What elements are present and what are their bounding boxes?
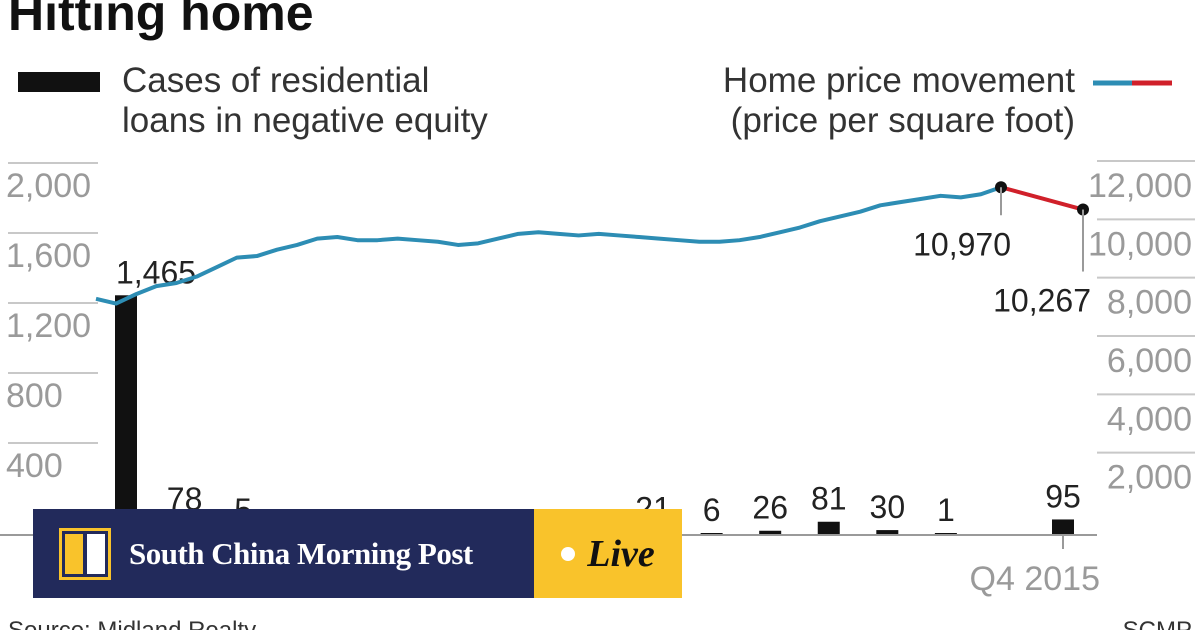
bar-label: 26 — [752, 490, 788, 526]
legend-bar-swatch — [18, 72, 100, 92]
left-tick-label: 800 — [6, 377, 63, 415]
legend-bars-line-2: loans in negative equity — [122, 101, 488, 140]
right-tick-label: 8,000 — [1107, 284, 1192, 322]
price-line: 10,970 10,267 — [95, 181, 1091, 319]
left-tick-label: 2,000 — [6, 167, 91, 205]
scmp-banner: South China Morning Post Live — [33, 509, 682, 598]
brand-name: South China Morning Post — [129, 535, 473, 571]
left-tick-label: 1,200 — [6, 307, 91, 345]
legend-bars-line-1: Cases of residential — [122, 61, 429, 100]
live-button[interactable]: Live — [534, 509, 682, 598]
x-tick-label: Q4 2015 — [970, 560, 1100, 598]
right-tick-label: 6,000 — [1107, 342, 1192, 380]
right-tick-label: 2,000 — [1107, 459, 1192, 497]
price-label: 10,267 — [993, 283, 1091, 319]
price-label: 10,970 — [913, 226, 1011, 262]
bar-label: 30 — [870, 489, 906, 525]
bar-label: 6 — [703, 492, 721, 528]
left-axis: 2,000 1,600 1,200 800 400 — [6, 167, 91, 485]
credit-note: SCMP — [1123, 617, 1192, 630]
live-dot-icon — [561, 546, 576, 561]
bar — [115, 295, 137, 535]
left-tick-label: 1,600 — [6, 237, 91, 275]
bar-label: 95 — [1045, 478, 1081, 514]
right-tick-label: 12,000 — [1088, 167, 1192, 205]
grid — [8, 160, 1195, 454]
left-tick-label: 400 — [6, 447, 63, 485]
bar-label: 1 — [937, 492, 955, 528]
source-note: Source: Midland Realty — [8, 617, 256, 630]
price-line-blue — [95, 185, 1002, 306]
bar-label: 81 — [811, 481, 847, 517]
legend-line-line-2: (price per square foot) — [731, 101, 1075, 140]
bar — [1052, 519, 1074, 535]
brand-block: South China Morning Post — [33, 509, 534, 598]
right-tick-label: 4,000 — [1107, 400, 1192, 438]
chart-title: Hitting home — [8, 0, 314, 41]
scmp-logo-icon — [57, 526, 113, 582]
price-line-red — [1000, 185, 1084, 212]
right-tick-label: 10,000 — [1088, 225, 1192, 263]
bar — [759, 530, 782, 535]
legend-line-line-1: Home price movement — [723, 61, 1075, 100]
bar — [876, 530, 899, 535]
right-axis: 12,000 10,000 8,000 6,000 4,000 2,000 — [1088, 167, 1192, 497]
bars: 1,465785216268130195 — [115, 254, 1081, 535]
bar — [817, 521, 840, 535]
live-label: Live — [587, 532, 655, 575]
